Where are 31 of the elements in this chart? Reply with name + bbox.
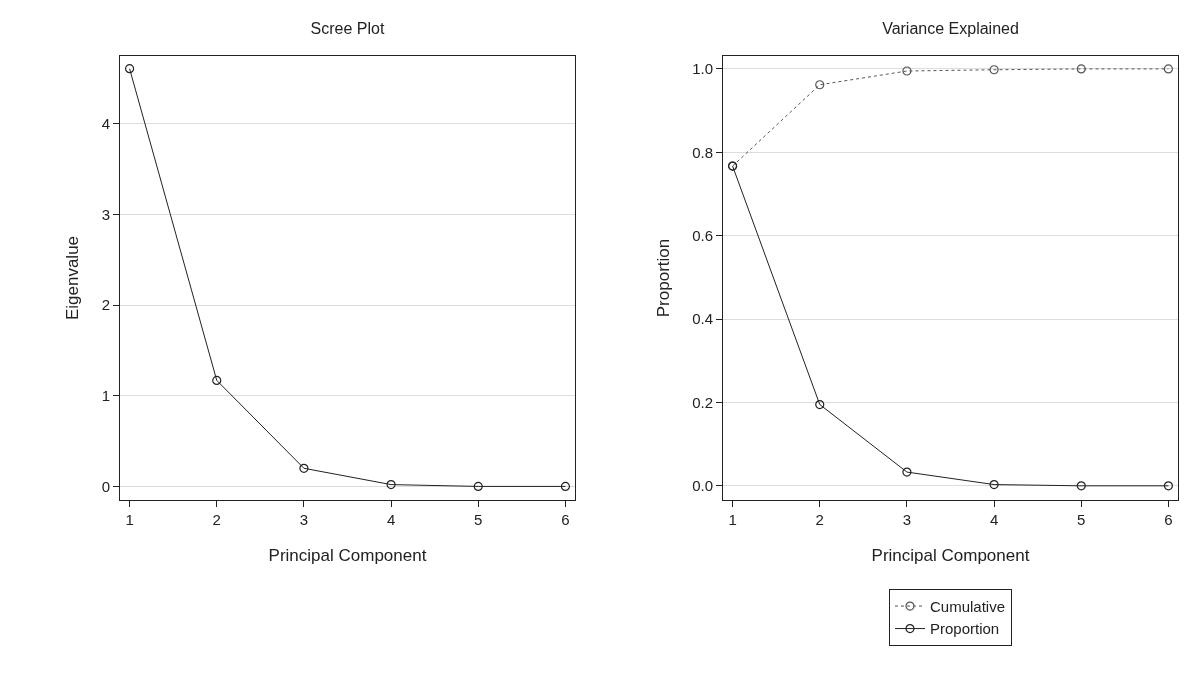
y-tick-label: 0 xyxy=(101,477,110,495)
x-tick-label: 6 xyxy=(1164,511,1173,528)
x-axis-title: Principal Component xyxy=(268,546,427,566)
x-axis-title: Principal Component xyxy=(871,546,1030,566)
x-tick-label: 3 xyxy=(299,511,309,528)
chart-title: Variance Explained xyxy=(882,20,1019,37)
y-tick-label: 0.2 xyxy=(692,393,713,411)
x-tick-label: 5 xyxy=(1077,511,1086,528)
y-tick-label: 0.4 xyxy=(692,310,713,328)
y-tick-label: 0.8 xyxy=(692,143,713,161)
y-axis-title: Eigenvalue xyxy=(63,235,83,321)
y-tick-label: 1.0 xyxy=(692,60,713,78)
y-tick-label: 1 xyxy=(101,387,110,405)
x-tick-label: 1 xyxy=(728,511,737,528)
x-tick-label: 3 xyxy=(902,511,912,528)
y-axis-title: Proportion xyxy=(653,238,673,318)
x-tick-label: 4 xyxy=(989,511,999,528)
x-tick-label: 4 xyxy=(386,511,396,528)
x-tick-label: 5 xyxy=(474,511,483,528)
y-tick-label: 3 xyxy=(101,205,110,223)
chart-title: Scree Plot xyxy=(310,20,385,37)
y-tick-label: 2 xyxy=(101,296,110,314)
y-tick-label: 0.0 xyxy=(692,477,713,495)
y-tick-label: 4 xyxy=(101,115,110,133)
x-tick-label: 6 xyxy=(561,511,570,528)
x-tick-label: 2 xyxy=(212,511,221,528)
x-tick-label: 2 xyxy=(815,511,824,528)
y-tick-label: 0.6 xyxy=(692,226,713,244)
legend-label: Cumulative xyxy=(930,597,1006,615)
legend-label: Proportion xyxy=(930,620,1000,638)
x-tick-label: 1 xyxy=(125,511,134,528)
